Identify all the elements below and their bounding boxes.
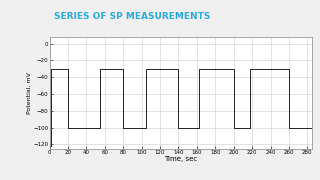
Text: SERIES OF SP MEASUREMENTS: SERIES OF SP MEASUREMENTS	[54, 12, 211, 21]
Y-axis label: Potential, mV: Potential, mV	[27, 72, 32, 114]
X-axis label: Time, sec: Time, sec	[164, 156, 197, 162]
